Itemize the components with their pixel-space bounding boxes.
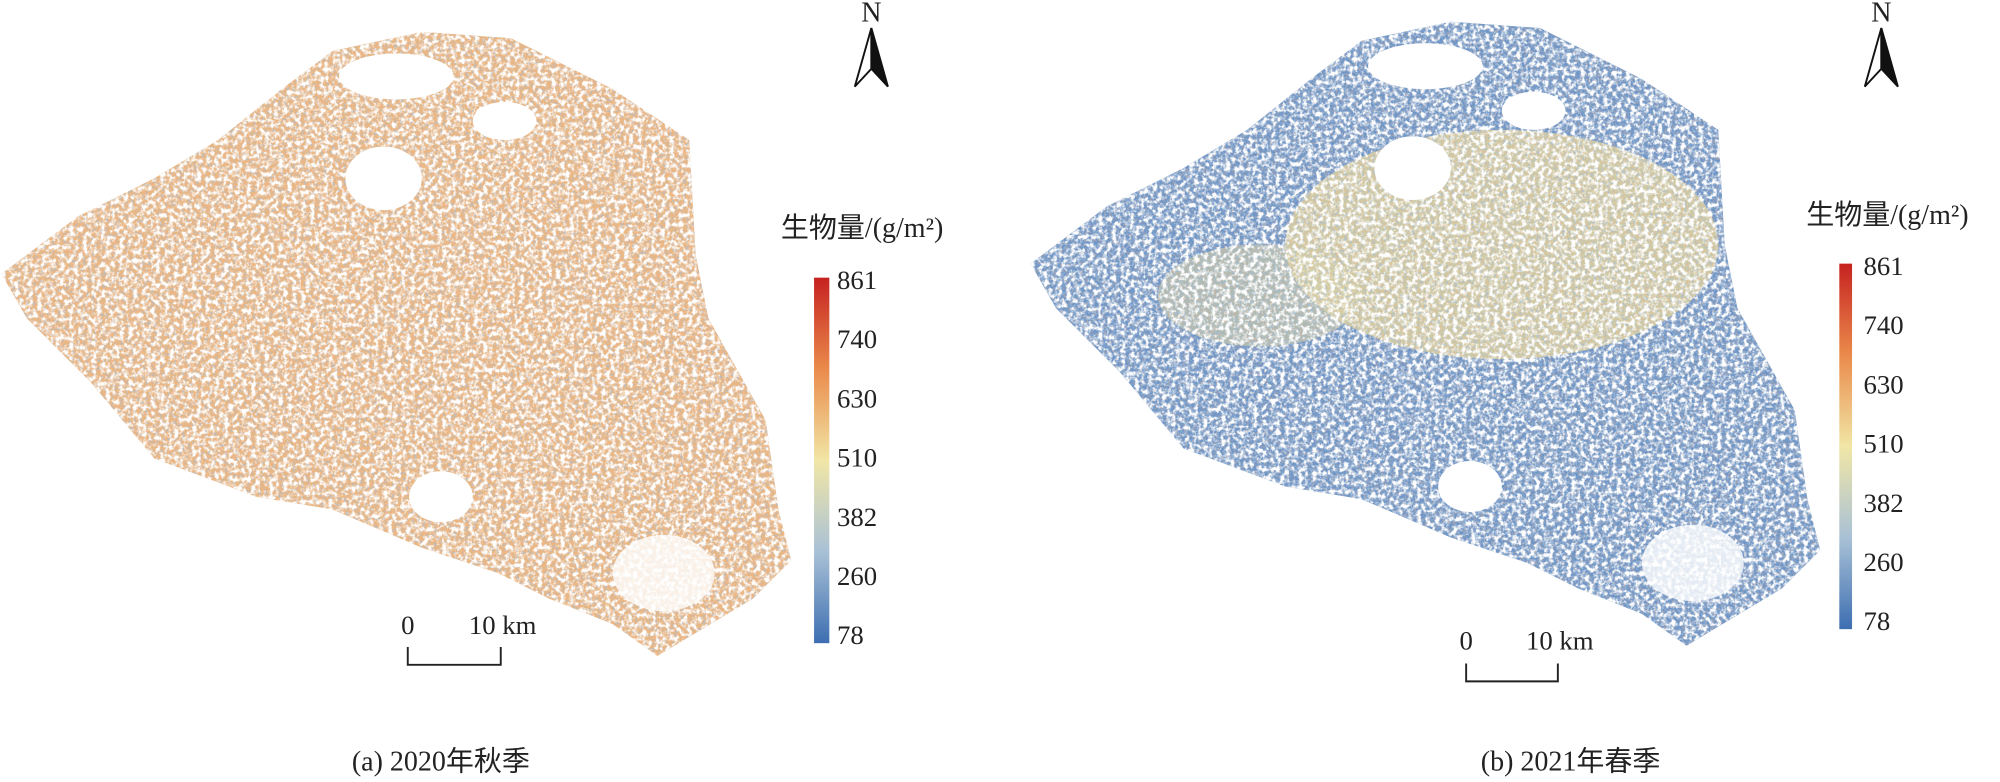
scale-label: 10 km — [1526, 625, 1594, 655]
legend-title: 生物量/(g/m²) — [1806, 199, 1968, 231]
north-label: N — [1871, 0, 1891, 29]
legend-label: 510 — [1864, 429, 1904, 459]
map-a — [1, 31, 792, 656]
legend-label: 260 — [837, 561, 877, 591]
legend-label: 740 — [837, 324, 877, 354]
legend-label: 861 — [1864, 251, 1904, 281]
map-b — [1030, 21, 1821, 646]
legend-label: 260 — [1864, 547, 1904, 577]
north-arrow-left — [1863, 27, 1883, 88]
color-bar — [1839, 263, 1853, 630]
legend-label: 510 — [837, 443, 877, 473]
color-bar — [814, 277, 830, 644]
legend-label: 740 — [1864, 310, 1904, 340]
scale-label: 0 — [1459, 625, 1472, 655]
legend-label: 78 — [837, 620, 864, 650]
scale-label: 10 km — [469, 610, 537, 640]
legend-title: 生物量/(g/m²) — [781, 212, 943, 244]
legend-label: 382 — [1864, 488, 1904, 518]
panel: N 生物量/(g/m²) 861 740 630 510 382 260 78 0 10 km (b)… — [1459, 0, 1968, 778]
panel: N 生物量/(g/m²) 861 740 630 510 382 260 78 0 10 km (a)… — [352, 0, 943, 778]
caption: (a) 2020年秋季 — [352, 746, 530, 778]
scale-bar — [406, 646, 502, 666]
caption: (b) 2021年春季 — [1481, 746, 1661, 778]
north-label: N — [861, 0, 881, 29]
legend-label: 78 — [1864, 606, 1891, 636]
north-arrow-left — [853, 27, 873, 88]
legend-label: 382 — [837, 502, 877, 532]
scale-bar — [1465, 663, 1559, 683]
north-arrow-right — [1880, 27, 1899, 88]
legend-label: 630 — [837, 383, 877, 413]
north-arrow-right — [870, 27, 889, 88]
legend-label: 861 — [837, 265, 877, 295]
scale-label: 0 — [401, 610, 414, 640]
legend-label: 630 — [1864, 369, 1904, 399]
